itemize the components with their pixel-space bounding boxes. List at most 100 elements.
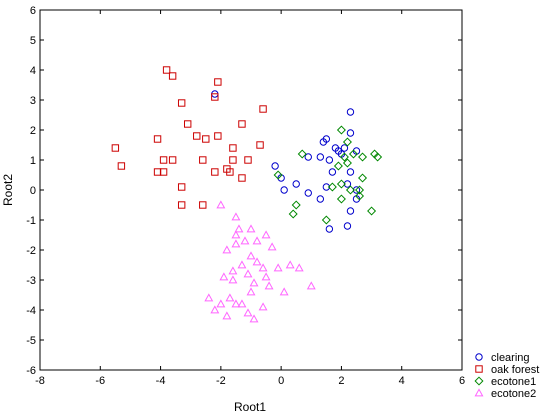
data-point: [231, 239, 241, 248]
data-point: [252, 236, 262, 245]
data-point: [216, 299, 226, 308]
data-point: [229, 156, 237, 164]
data-point: [237, 299, 247, 308]
y-tick-label: -4: [26, 305, 36, 317]
y-tick-label: -3: [26, 275, 36, 287]
data-point: [352, 186, 361, 194]
data-point: [240, 236, 250, 245]
legend-marker: [475, 365, 483, 373]
data-point: [273, 263, 283, 272]
data-point: [291, 200, 301, 210]
data-point: [373, 152, 383, 162]
data-point: [211, 168, 219, 176]
data-point: [117, 162, 126, 170]
data-point: [288, 209, 298, 219]
data-point: [225, 293, 235, 302]
data-point: [340, 144, 349, 152]
data-point: [184, 120, 192, 128]
data-point: [211, 93, 219, 101]
y-tick-label: -2: [26, 245, 36, 257]
legend-label: oak forest: [491, 364, 539, 376]
data-point: [243, 269, 253, 278]
data-point: [358, 152, 368, 162]
data-point: [249, 314, 259, 323]
data-point: [246, 287, 256, 296]
data-point: [343, 222, 352, 230]
x-tick-label: -8: [35, 375, 45, 387]
series-ecotone2: [204, 200, 316, 323]
data-point: [304, 189, 312, 197]
data-point: [226, 168, 234, 176]
x-tick-label: 2: [338, 375, 344, 387]
data-point: [111, 144, 120, 152]
data-point: [168, 156, 177, 164]
data-point: [285, 260, 295, 269]
data-point: [249, 278, 259, 287]
data-point: [259, 105, 267, 113]
data-point: [336, 194, 346, 204]
data-point: [234, 224, 244, 233]
series-clearing: [211, 90, 361, 233]
data-point: [346, 108, 355, 116]
data-point: [316, 195, 325, 203]
data-point: [345, 185, 355, 195]
data-point: [177, 201, 186, 209]
legend-marker: [474, 388, 484, 397]
data-point: [231, 212, 241, 221]
legend-label: ecotone1: [491, 376, 536, 388]
data-point: [261, 230, 271, 239]
legend-marker: [474, 376, 484, 386]
series-oak-forest: [111, 66, 267, 209]
data-point: [168, 72, 177, 80]
legend-label: ecotone2: [491, 388, 536, 400]
y-tick-label: -6: [26, 365, 36, 377]
data-point: [358, 173, 368, 183]
data-point: [280, 186, 288, 194]
data-point: [297, 149, 307, 159]
data-point: [279, 287, 289, 296]
data-point: [348, 149, 358, 159]
data-point: [267, 242, 277, 251]
data-point: [306, 281, 316, 290]
data-point: [355, 191, 365, 201]
data-point: [153, 168, 162, 176]
data-point: [237, 260, 247, 269]
y-tick-label: 4: [30, 65, 36, 77]
data-point: [334, 147, 343, 155]
data-point: [162, 66, 171, 74]
y-tick-label: 2: [30, 125, 36, 137]
data-point: [328, 168, 337, 176]
data-point: [367, 206, 377, 216]
data-point: [333, 161, 343, 171]
data-point: [153, 135, 162, 143]
data-point: [214, 78, 222, 86]
data-points: [111, 66, 383, 323]
data-point: [199, 156, 207, 164]
data-point: [336, 125, 346, 135]
data-point: [316, 153, 325, 161]
data-point: [214, 132, 222, 140]
y-tick-label: 3: [30, 95, 36, 107]
data-point: [252, 257, 262, 266]
data-point: [258, 263, 268, 272]
data-point: [319, 138, 328, 146]
data-point: [346, 129, 355, 137]
y-tick-label: -1: [26, 215, 36, 227]
data-point: [246, 251, 256, 260]
data-point: [238, 174, 246, 182]
y-axis-title: Root2: [1, 174, 15, 206]
y-axis-ticks: -6 -5 -4 -3 -2 -1 0 1 2 3 4 5 6: [26, 5, 462, 377]
x-tick-label: 0: [278, 375, 284, 387]
x-axis-ticks: -8 -6 -4 -2 0 2 4 6: [35, 10, 465, 387]
data-point: [159, 168, 168, 176]
data-point: [243, 308, 253, 317]
data-point: [202, 135, 210, 143]
data-point: [346, 168, 355, 176]
data-point: [325, 156, 334, 164]
data-point: [355, 185, 365, 195]
data-point: [343, 180, 352, 188]
data-point: [261, 272, 271, 281]
x-tick-label: -6: [95, 375, 105, 387]
